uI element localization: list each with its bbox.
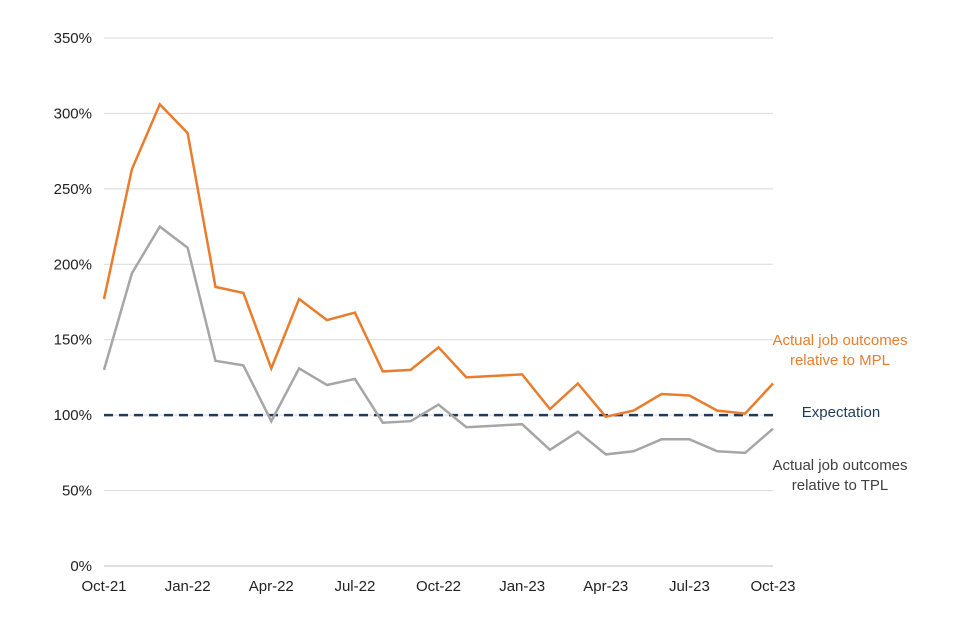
- series-label: relative to TPL: [792, 477, 888, 494]
- series-line-1: [102, 102, 774, 419]
- x-tick-label: Jan-23: [499, 578, 545, 595]
- series-label: Actual job outcomes: [772, 332, 907, 349]
- y-tick-label: 100%: [54, 407, 92, 424]
- series-label: Actual job outcomes: [772, 457, 907, 474]
- x-tick-label: Jul-23: [669, 578, 710, 595]
- x-tick-label: Oct-22: [416, 578, 461, 595]
- series-label: relative to MPL: [790, 352, 890, 369]
- y-tick-labels: 0% 50% 100% 150% 200% 250% 300% 350%: [54, 30, 92, 575]
- y-tick-label: 150%: [54, 332, 92, 349]
- y-tick-label: 50%: [62, 483, 92, 500]
- x-tick-label: Oct-21: [81, 578, 126, 595]
- reference-line-group: Expectation: [104, 404, 880, 421]
- x-tick-label: Jan-22: [165, 578, 211, 595]
- x-tick-label: Apr-23: [583, 578, 628, 595]
- series-labels: Actual job outcomes relative to MPL Actual…: [772, 332, 907, 494]
- expectation-label: Expectation: [802, 404, 880, 421]
- y-tick-label: 0%: [70, 558, 92, 575]
- y-tick-label: 250%: [54, 181, 92, 198]
- x-tick-label: Jul-22: [334, 578, 375, 595]
- x-tick-label: Oct-23: [750, 578, 795, 595]
- series-line-2: [102, 224, 774, 456]
- y-tick-label: 200%: [54, 256, 92, 273]
- series-lines: [102, 102, 774, 456]
- x-tick-labels: Oct-21 Jan-22 Apr-22 Jul-22 Oct-22 Jan-23 Apr-…: [81, 578, 795, 595]
- grid-lines: [104, 37, 773, 492]
- x-tick-label: Apr-22: [249, 578, 294, 595]
- y-tick-label: 350%: [54, 30, 92, 47]
- y-tick-label: 300%: [54, 105, 92, 122]
